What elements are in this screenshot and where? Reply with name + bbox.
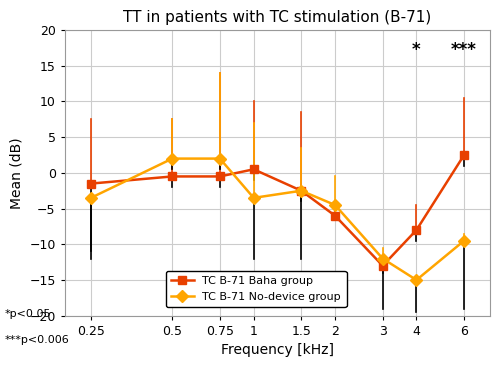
- TC B-71 No-device group: [88, 196, 94, 200]
- TC B-71 No-device group: [250, 196, 256, 200]
- TC B-71 Baha group: [170, 174, 175, 179]
- TC B-71 Baha group: [461, 153, 467, 157]
- TC B-71 Baha group: [332, 214, 338, 218]
- TC B-71 No-device group: [170, 156, 175, 161]
- X-axis label: Frequency [kHz]: Frequency [kHz]: [221, 343, 334, 357]
- Text: *: *: [412, 41, 421, 59]
- TC B-71 Baha group: [298, 189, 304, 193]
- TC B-71 Baha group: [414, 228, 420, 232]
- TC B-71 No-device group: [332, 203, 338, 207]
- Text: ***p<0.006: ***p<0.006: [5, 335, 70, 345]
- TC B-71 No-device group: [217, 156, 223, 161]
- Text: *p<0.05: *p<0.05: [5, 309, 52, 319]
- TC B-71 No-device group: [298, 189, 304, 193]
- TC B-71 Baha group: [380, 264, 386, 268]
- TC B-71 No-device group: [414, 278, 420, 282]
- TC B-71 No-device group: [380, 257, 386, 261]
- Line: TC B-71 Baha group: TC B-71 Baha group: [86, 151, 468, 270]
- TC B-71 No-device group: [461, 239, 467, 243]
- Title: TT in patients with TC stimulation (B-71): TT in patients with TC stimulation (B-71…: [124, 10, 432, 25]
- TC B-71 Baha group: [217, 174, 223, 179]
- Y-axis label: Mean (dB): Mean (dB): [10, 137, 24, 209]
- Line: TC B-71 No-device group: TC B-71 No-device group: [86, 155, 468, 284]
- Text: ***: ***: [451, 41, 477, 59]
- Legend: TC B-71 Baha group, TC B-71 No-device group: TC B-71 Baha group, TC B-71 No-device gr…: [166, 270, 346, 307]
- TC B-71 Baha group: [250, 167, 256, 171]
- TC B-71 Baha group: [88, 181, 94, 186]
